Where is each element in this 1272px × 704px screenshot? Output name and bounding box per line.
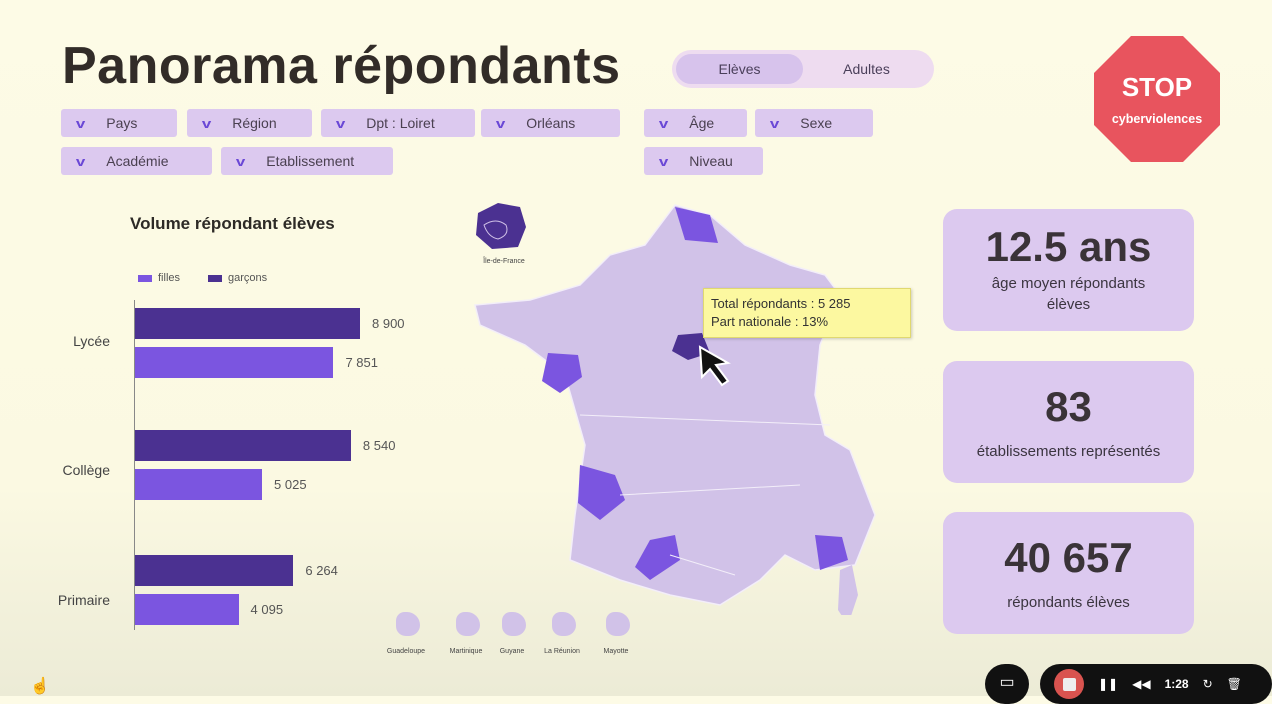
region-southwest <box>578 465 625 520</box>
filter-dropdown[interactable]: v Région <box>187 109 312 137</box>
recorder-toolbar: ❚❚ ◀◀ 1:28 ↻ 🗑 <box>1040 664 1272 704</box>
filter-label: Orléans <box>526 115 576 131</box>
value-label: 8 540 <box>362 438 396 453</box>
kpi-card: 40 657 répondants élèves <box>943 512 1194 634</box>
chart-title: Volume répondant élèves <box>130 214 335 233</box>
filter-dropdown[interactable]: v Niveau <box>644 147 763 175</box>
bar-garçons[interactable] <box>135 430 351 461</box>
category-label: Primaire <box>57 592 110 608</box>
value-label: 7 851 <box>345 355 379 370</box>
tooltip-part: Part nationale : 13% <box>711 314 829 329</box>
svg-text:STOP: STOP <box>1122 72 1192 102</box>
overseas-label: Guyane <box>499 648 525 655</box>
legend-garcons: garçons <box>208 272 267 284</box>
category-label: Lycée <box>73 333 110 349</box>
pause-icon[interactable]: ❚❚ <box>1098 677 1119 691</box>
delete-icon[interactable]: 🗑 <box>1226 677 1242 691</box>
region-south <box>635 535 680 580</box>
audience-toggle[interactable]: Elèves Adultes <box>672 50 934 88</box>
filter-label: Académie <box>106 153 169 169</box>
overseas-territory[interactable] <box>456 612 480 636</box>
overseas-territory[interactable] <box>396 612 420 636</box>
region-west <box>542 353 582 393</box>
region-nord <box>675 207 718 243</box>
corsica <box>838 565 858 615</box>
legend-filles: filles <box>138 272 180 284</box>
filter-label: Sexe <box>800 115 833 131</box>
overseas-territory[interactable] <box>502 612 526 636</box>
kpi-value: 40 657 <box>1004 534 1133 581</box>
bar-garçons[interactable] <box>135 308 360 339</box>
tooltip-total: Total répondants : 5 285 <box>711 296 851 311</box>
region-southeast <box>815 535 848 570</box>
map-tooltip: Total répondants : 5 285 Part nationale … <box>703 288 911 338</box>
value-label: 6 264 <box>305 563 338 578</box>
chevron-down-icon: v <box>769 115 780 131</box>
hand-cursor-icon: ☝ <box>30 678 50 695</box>
stop-record-button[interactable] <box>1054 669 1084 699</box>
value-label: 8 900 <box>372 316 405 331</box>
camera-icon[interactable]: ▭ <box>985 664 1029 704</box>
bar-garçons[interactable] <box>135 555 294 586</box>
svg-text:cyberviolences: cyberviolences <box>1112 112 1202 126</box>
filter-dropdown[interactable]: v Dpt : Loiret <box>321 109 475 137</box>
toggle-adultes[interactable]: Adultes <box>843 61 890 77</box>
filter-label: Etablissement <box>266 153 355 169</box>
overseas-label: Martinique <box>449 648 483 655</box>
bar-filles[interactable] <box>135 469 263 500</box>
kpi-label: âge moyen répondants élèves <box>991 275 1146 313</box>
recording-time: 1:28 <box>1164 677 1189 691</box>
filter-label: Dpt : Loiret <box>366 115 435 131</box>
rewind-icon[interactable]: ◀◀ <box>1132 677 1151 691</box>
kpi-value: 12.5 ans <box>985 223 1152 270</box>
filter-label: Niveau <box>689 153 733 169</box>
value-label: 4 095 <box>250 602 284 617</box>
kpi-card: 12.5 ans âge moyen répondants élèves <box>943 209 1194 331</box>
filter-dropdown[interactable]: v Pays <box>61 109 177 137</box>
mouse-cursor-icon <box>698 345 731 387</box>
kpi-value: 83 <box>1045 383 1092 430</box>
chevron-down-icon: v <box>235 153 246 169</box>
category-label: Collège <box>62 462 110 478</box>
chevron-down-icon: v <box>75 115 86 131</box>
toggle-eleves[interactable]: Elèves <box>676 54 803 84</box>
chevron-down-icon: v <box>658 153 669 169</box>
value-label: 5 025 <box>274 477 307 492</box>
filter-dropdown[interactable]: v Sexe <box>755 109 873 137</box>
chevron-down-icon: v <box>201 115 212 131</box>
overseas-territory[interactable] <box>606 612 630 636</box>
idf-inset <box>476 203 526 249</box>
bar-filles[interactable] <box>135 347 334 378</box>
page-title: Panorama répondants <box>62 37 621 95</box>
y-axis <box>134 300 135 630</box>
overseas-territory[interactable] <box>552 612 576 636</box>
stop-cyberviolences-logo: STOP cyberviolences <box>1094 36 1220 162</box>
chevron-down-icon: v <box>495 115 506 131</box>
restart-icon[interactable]: ↻ <box>1202 677 1213 691</box>
bar-filles[interactable] <box>135 594 239 625</box>
filter-label: Âge <box>689 115 715 131</box>
chevron-down-icon: v <box>335 115 346 131</box>
kpi-label: établissements représentés <box>976 443 1161 460</box>
overseas-label: Guadeloupe <box>386 648 426 655</box>
kpi-card: 83 établissements représentés <box>943 361 1194 483</box>
filter-dropdown[interactable]: v Etablissement <box>221 147 393 175</box>
chevron-down-icon: v <box>658 115 669 131</box>
filter-dropdown[interactable]: v Âge <box>644 109 747 137</box>
overseas-label: Mayotte <box>603 648 629 655</box>
filter-label: Région <box>232 115 277 131</box>
france-map[interactable] <box>470 195 910 615</box>
kpi-label: répondants élèves <box>1007 594 1130 611</box>
filter-label: Pays <box>106 115 138 131</box>
overseas-label: La Réunion <box>544 648 580 655</box>
filter-dropdown[interactable]: v Académie <box>61 147 212 175</box>
filter-dropdown[interactable]: v Orléans <box>481 109 620 137</box>
idf-label: Île-de-France <box>483 258 525 265</box>
chevron-down-icon: v <box>75 153 86 169</box>
